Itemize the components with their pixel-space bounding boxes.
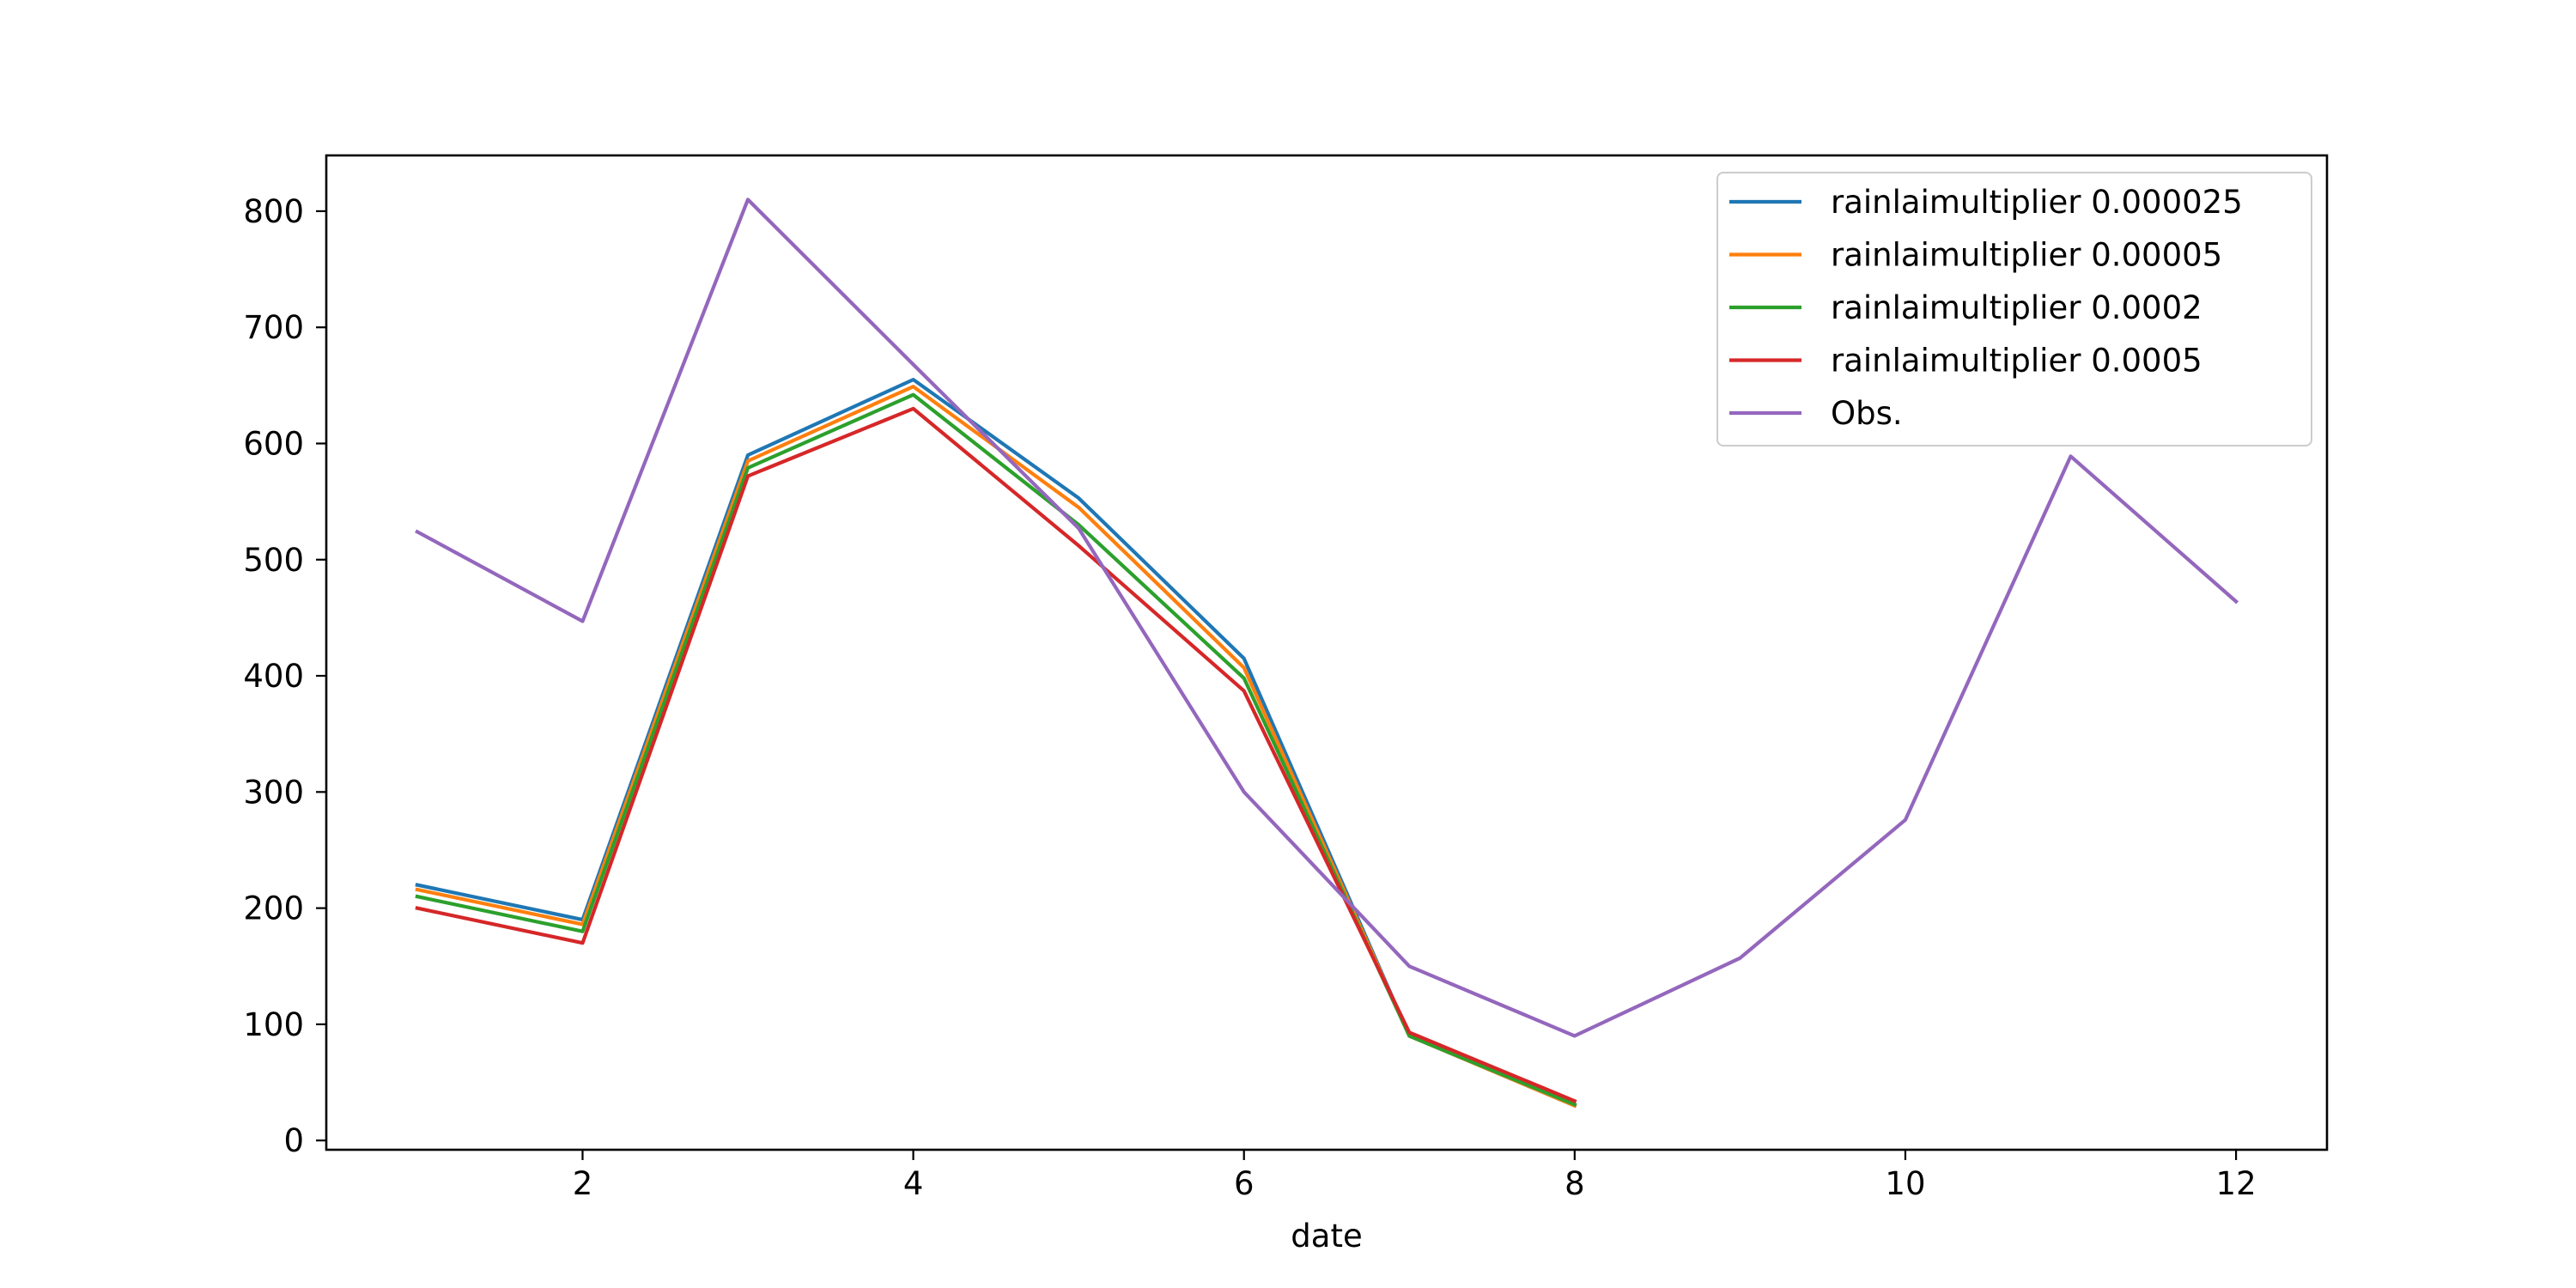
y-tick-label: 400 — [243, 658, 304, 695]
y-tick-label: 0 — [283, 1122, 304, 1159]
plot-lines — [415, 197, 2239, 1109]
x-tick-label: 2 — [573, 1165, 593, 1202]
x-tick-label: 6 — [1234, 1165, 1255, 1202]
series-line-4 — [415, 197, 2239, 1038]
x-tick-label: 8 — [1564, 1165, 1585, 1202]
legend: rainlaimultiplier 0.000025 rainlaimultipl… — [1716, 172, 2312, 447]
legend-label-2: rainlaimultiplier 0.0002 — [1831, 289, 2202, 326]
legend-label-1: rainlaimultiplier 0.00005 — [1831, 237, 2222, 274]
x-axis-title: date — [1291, 1218, 1362, 1255]
y-axis: 0 100 200 300 400 500 600 700 800 — [243, 193, 326, 1159]
plot-frame — [325, 154, 2329, 1151]
y-tick-label: 700 — [243, 309, 304, 346]
x-tick-label: 12 — [2216, 1165, 2257, 1202]
y-tick-label: 600 — [243, 425, 304, 462]
y-tick-label: 200 — [243, 890, 304, 927]
x-axis: 2 4 6 8 10 12 — [573, 1150, 2257, 1202]
x-tick-label: 4 — [903, 1165, 924, 1202]
legend-frame — [1716, 172, 2312, 447]
y-tick-label: 100 — [243, 1006, 304, 1043]
x-tick-label: 10 — [1885, 1165, 1925, 1202]
legend-label-3: rainlaimultiplier 0.0005 — [1831, 343, 2202, 380]
y-tick-label: 300 — [243, 774, 304, 811]
series-line-3 — [415, 406, 1577, 1103]
legend-label-4: Obs. — [1831, 395, 1903, 432]
legend-label-0: rainlaimultiplier 0.000025 — [1831, 184, 2243, 221]
y-tick-label: 800 — [243, 193, 304, 230]
y-tick-label: 500 — [243, 542, 304, 579]
